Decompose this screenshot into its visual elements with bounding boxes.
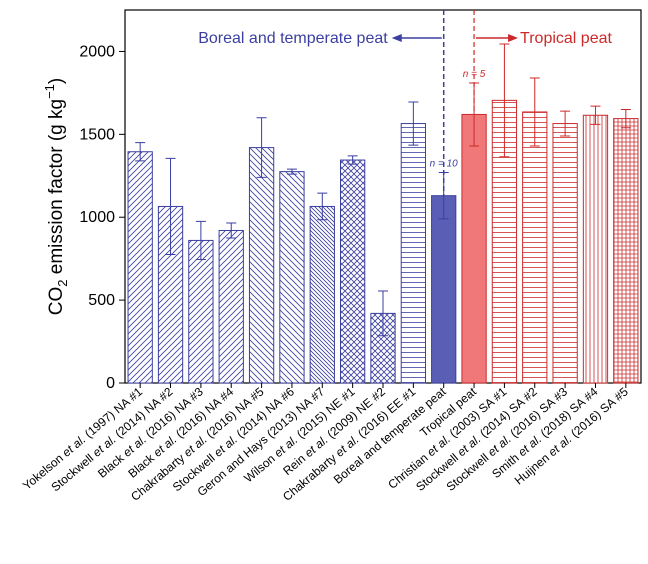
error-bar-4 [226,222,237,239]
bar-16 [582,114,609,384]
x-tick-label-1: Yokelson et al. (1997) NA #1 [20,384,145,492]
error-bar-8 [347,155,358,165]
y-tick-label-0: 0 [106,375,115,392]
bar-5 [248,147,275,384]
error-bar-1 [135,142,146,162]
error-bar-3 [195,220,206,260]
bar-3 [188,239,214,384]
bar-15 [552,123,578,384]
error-bar-13 [499,43,510,158]
bar-8 [340,159,366,384]
bar-4 [218,229,244,384]
boreal-arrowhead [391,34,402,42]
error-bar-5 [256,117,267,178]
y-tick-label-1500: 1500 [79,126,115,143]
bar-1 [127,151,153,384]
tropical-arrowhead [508,34,519,42]
bar-7 [309,205,335,384]
error-bar-12 [469,82,480,147]
y-axis-label: CO2 emission factor (g kg−1) [42,78,70,315]
bar-13 [491,99,518,384]
error-bar-15 [560,110,571,137]
error-bar-16 [590,105,601,125]
y-tick-label-500: 500 [88,292,115,309]
error-bar-7 [317,192,328,221]
y-tick-label-2000: 2000 [79,43,115,60]
error-bar-2 [165,157,176,256]
bars-group: n = 10 n = 5 [127,43,639,384]
y-axis: 0 500 1000 1500 2000 [79,43,125,392]
error-bar-14 [529,77,540,147]
bar-10 [400,123,426,384]
error-bar-6 [286,168,297,175]
bar-14 [522,111,548,384]
error-bar-11 [438,171,449,220]
bar-6 [279,171,305,384]
bar-12 [461,113,487,384]
bar-annotation-11: n = 10 [430,158,459,169]
bar-17 [613,118,639,384]
error-bar-9 [378,290,388,337]
tropical-region-label: Tropical peat [520,30,612,47]
bar-annotation-12: n = 5 [463,69,486,80]
y-tick-label-1000: 1000 [79,209,115,226]
boreal-region-label: Boreal and temperate peat [198,30,388,47]
error-bar-17 [620,108,631,129]
error-bar-10 [408,101,419,146]
bar-11 [431,195,457,384]
region-labels: Boreal and temperate peat Tropical peat [198,30,612,47]
